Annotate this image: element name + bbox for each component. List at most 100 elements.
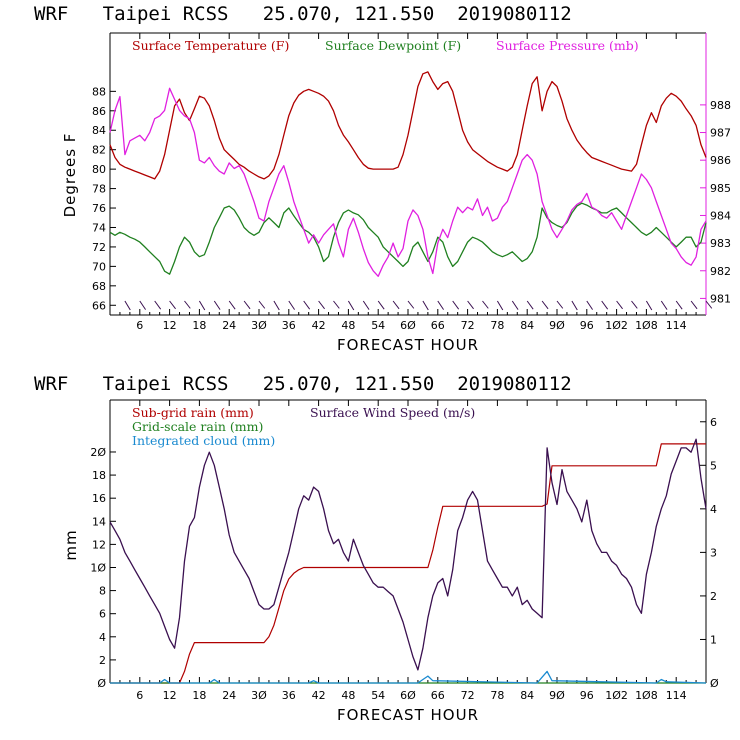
chart1-ticks: 6 12 18 24 3Ø 36 42 48 54 6Ø 66 72 78 84 9Ø 96 1Ø2 1Ø8 114… — [92, 33, 731, 332]
y-tick-label: 2 — [99, 654, 106, 667]
y2-tick-label: 982 — [710, 265, 731, 278]
wind-barb — [422, 300, 429, 311]
y-tick-label: 86 — [92, 105, 106, 118]
x-tick-label: 54 — [371, 319, 385, 332]
x-tick-label: 96 — [580, 689, 594, 702]
wind-barb — [169, 300, 176, 310]
wind-barb — [645, 300, 653, 311]
wind-barb — [228, 300, 236, 310]
x-tick-label: 54 — [371, 689, 385, 702]
x-tick-label: 3Ø — [251, 319, 267, 332]
wind-barb — [571, 300, 578, 311]
wind-barb — [541, 300, 549, 310]
wind-barb — [198, 300, 206, 311]
y-tick-label: 74 — [92, 221, 106, 234]
series-line-2 — [109, 202, 707, 275]
series-line-4 — [110, 670, 707, 684]
y-tick-label: 76 — [92, 202, 106, 215]
y-tick-label: 4 — [99, 631, 106, 644]
chart1-legend: Surface Temperature (F) Surface Dewpoint … — [132, 38, 639, 53]
x-tick-label: 18 — [192, 689, 206, 702]
x-tick-label: 3Ø — [251, 689, 267, 702]
x-tick-label: 48 — [341, 319, 355, 332]
chart1-x-axis-title: FORECAST HOUR — [337, 336, 479, 354]
y-tick-label: 80 — [92, 163, 106, 176]
wind-barb — [333, 300, 340, 309]
series-line-1 — [109, 71, 707, 180]
y2-tick-label: 985 — [710, 182, 731, 195]
wind-barb — [616, 300, 623, 310]
legend-entry: Surface Temperature (F) — [132, 38, 289, 53]
y2-tick-label: 988 — [710, 99, 731, 112]
y-tick-label: 1Ø — [90, 561, 106, 574]
x-tick-label: 1Ø8 — [635, 689, 658, 702]
x-tick-label: 72 — [461, 689, 475, 702]
x-tick-label: 9Ø — [549, 689, 565, 702]
x-tick-label: 72 — [461, 319, 475, 332]
y2-tick-label: 3 — [710, 546, 717, 559]
wind-barb — [526, 300, 534, 310]
wind-barbs — [124, 300, 713, 311]
x-tick-label: 6Ø — [400, 319, 416, 332]
y-tick-label: 6 — [99, 608, 106, 621]
y-tick-label: 2Ø — [90, 446, 106, 459]
wind-barb — [467, 300, 474, 310]
x-tick-label: 18 — [192, 319, 206, 332]
y-tick-label: 72 — [92, 241, 106, 254]
x-tick-label: 66 — [431, 319, 445, 332]
x-tick-label: 78 — [490, 689, 504, 702]
chart2-series — [109, 438, 707, 684]
wind-barb — [705, 300, 713, 309]
wind-barb — [258, 300, 266, 309]
wind-barb — [482, 300, 489, 309]
wind-barb — [124, 300, 131, 311]
y2-tick-label: 2 — [710, 590, 717, 603]
x-tick-label: 6 — [136, 319, 143, 332]
wind-barb — [377, 300, 385, 310]
wind-barb — [392, 300, 400, 310]
wind-barb — [347, 300, 355, 311]
y-tick-label: 82 — [92, 144, 106, 157]
chart2-title: WRF Taipei RCSS 25.070, 121.550 20190801… — [34, 373, 572, 395]
x-tick-label: 24 — [222, 319, 236, 332]
x-tick-label: 9Ø — [549, 319, 565, 332]
x-tick-label: 42 — [312, 319, 326, 332]
y-tick-label: 88 — [92, 85, 106, 98]
y2-tick-label: 5 — [710, 459, 717, 472]
wind-barb — [586, 300, 593, 310]
wind-barb — [496, 300, 504, 311]
y-tick-label: 12 — [92, 538, 106, 551]
x-tick-label: 36 — [282, 319, 296, 332]
y-tick-label: 66 — [92, 299, 106, 312]
y-tick-label: 8 — [99, 585, 106, 598]
legend-entry: Surface Dewpoint (F) — [325, 38, 461, 53]
wind-barb — [184, 300, 191, 309]
legend-entry: Integrated cloud (mm) — [132, 433, 275, 448]
legend-entry: Grid-scale rain (mm) — [132, 419, 263, 434]
series-line-3 — [109, 87, 707, 277]
wind-barb — [437, 300, 444, 310]
wind-barb — [362, 300, 370, 310]
y2-tick-label: 6 — [710, 416, 717, 429]
y2-tick-label: 983 — [710, 237, 731, 250]
x-tick-label: 1Ø8 — [635, 319, 658, 332]
chart1-title: WRF Taipei RCSS 25.070, 121.550 20190801… — [34, 3, 572, 25]
x-tick-label: 78 — [490, 319, 504, 332]
chart2-x-axis-title: FORECAST HOUR — [337, 706, 479, 724]
x-tick-label: 42 — [312, 689, 326, 702]
x-tick-label: 12 — [163, 319, 177, 332]
y2-tick-label: 981 — [710, 292, 731, 305]
x-tick-label: 6 — [136, 689, 143, 702]
wind-barb — [660, 300, 668, 310]
x-tick-label: 6Ø — [400, 689, 416, 702]
x-tick-label: 12 — [163, 689, 177, 702]
y2-tick-label: Ø — [710, 677, 719, 690]
wind-barb — [452, 300, 460, 310]
y-tick-label: 70 — [92, 260, 106, 273]
x-tick-label: 1Ø2 — [605, 689, 628, 702]
y2-tick-label: 987 — [710, 127, 731, 140]
legend-entry: Surface Wind Speed (m/s) — [310, 405, 475, 420]
x-tick-label: 66 — [431, 689, 445, 702]
x-tick-label: 114 — [666, 689, 687, 702]
